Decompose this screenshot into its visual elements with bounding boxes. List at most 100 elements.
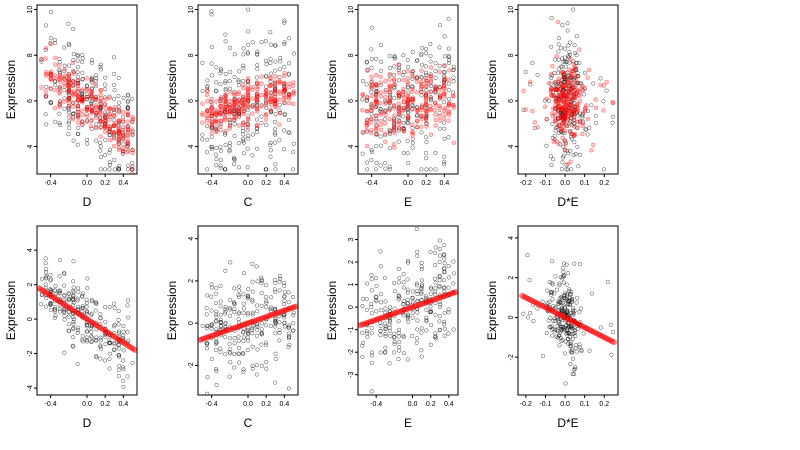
black-point [406, 313, 411, 318]
black-point [227, 350, 232, 355]
red-point [245, 90, 251, 95]
red-point [39, 56, 44, 62]
black-point [264, 105, 269, 110]
red-point [364, 108, 370, 114]
black-point [57, 258, 62, 263]
black-point [204, 306, 209, 311]
black-point [419, 282, 425, 287]
black-point [62, 313, 67, 319]
black-point [571, 367, 577, 372]
black-point [563, 46, 568, 51]
black-point [277, 320, 282, 325]
black-point [130, 160, 135, 165]
black-point [433, 75, 438, 81]
black-point [447, 97, 452, 102]
red-point [419, 89, 424, 95]
red-point [396, 101, 401, 107]
black-point [98, 144, 103, 149]
black-point [405, 287, 410, 292]
red-point [383, 94, 388, 100]
red-point [552, 118, 558, 124]
black-point [205, 323, 210, 328]
red-point [610, 100, 616, 106]
black-point [382, 350, 388, 355]
red-point [204, 92, 210, 98]
black-point [378, 163, 383, 168]
black-point [130, 167, 135, 172]
black-point [286, 336, 291, 341]
y-axis-label: Expression [165, 281, 179, 340]
black-point [433, 167, 438, 172]
black-point [582, 92, 587, 97]
red-point [254, 92, 260, 98]
black-point [245, 165, 250, 170]
black-point [44, 23, 49, 28]
black-point [241, 311, 246, 316]
black-point [401, 334, 406, 340]
black-point [575, 144, 580, 149]
red-point [374, 72, 379, 78]
black-point [94, 73, 99, 78]
black-point [232, 118, 237, 123]
red-point [71, 79, 76, 84]
black-point [369, 89, 374, 94]
black-point [209, 9, 214, 14]
black-point [557, 281, 562, 286]
black-point [209, 294, 214, 299]
red-point [259, 92, 264, 98]
black-point [120, 333, 126, 338]
black-point [561, 153, 566, 158]
red-point [209, 96, 214, 102]
plot-frame [517, 225, 619, 396]
black-point [572, 366, 578, 371]
red-point [432, 112, 438, 117]
black-point [446, 310, 451, 315]
black-point [52, 309, 57, 314]
black-point [107, 130, 112, 135]
black-point [446, 275, 452, 280]
black-point [70, 293, 76, 298]
red-point [254, 80, 260, 85]
black-point [379, 300, 384, 305]
black-point [424, 167, 429, 172]
black-point [223, 307, 228, 312]
red-point [401, 89, 406, 95]
black-point [562, 75, 567, 80]
black-point [396, 128, 401, 133]
black-point [569, 350, 574, 355]
black-point [401, 302, 406, 307]
black-point [374, 56, 379, 61]
black-point [424, 51, 429, 56]
red-point [571, 61, 576, 66]
black-point [383, 324, 388, 329]
black-point [528, 310, 533, 315]
red-point [75, 109, 80, 115]
red-point [254, 81, 260, 87]
red-point [419, 116, 424, 121]
red-point [84, 119, 90, 124]
black-point [62, 283, 67, 288]
black-point [209, 326, 214, 331]
black-point [67, 110, 72, 115]
red-point [546, 80, 552, 86]
black-point [213, 347, 218, 352]
red-point [209, 125, 214, 130]
black-point [112, 305, 117, 310]
red-point [272, 83, 278, 89]
red-point [222, 96, 228, 102]
black-point [432, 276, 437, 281]
black-point [446, 16, 451, 21]
black-point [565, 148, 570, 154]
black-point [397, 112, 402, 117]
black-point [232, 75, 237, 80]
black-point [48, 307, 54, 312]
black-point [71, 317, 76, 322]
black-point [209, 73, 214, 78]
red-point [414, 79, 420, 84]
black-point [57, 111, 62, 116]
black-point [268, 57, 273, 62]
black-point [383, 331, 388, 337]
black-point [401, 313, 406, 318]
red-point [378, 118, 384, 124]
black-point [560, 23, 565, 28]
